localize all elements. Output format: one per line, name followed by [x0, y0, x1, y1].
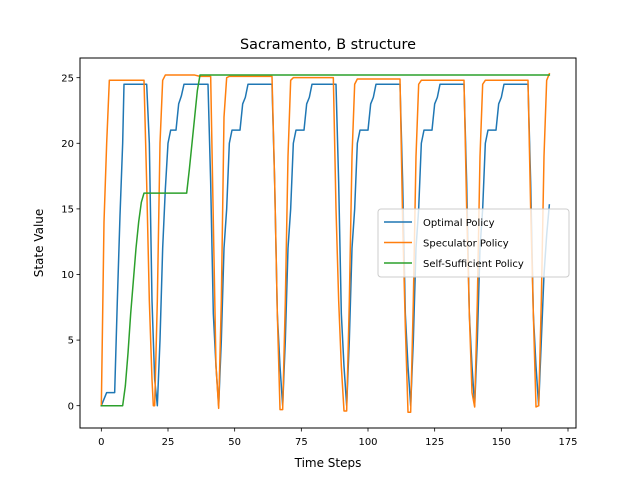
y-tick-label: 5 [68, 336, 74, 347]
legend-frame [377, 208, 570, 278]
legend: Optimal Policy Speculator Policy Self-Suff… [377, 208, 570, 278]
y-tick-label: 15 [61, 204, 74, 215]
y-tick-label: 20 [61, 139, 74, 150]
legend-label-1: Speculator Policy [423, 238, 509, 249]
plot-frame [79, 57, 577, 429]
chart-title: Sacramento, B structure [240, 37, 416, 53]
x-tick-label: 100 [358, 437, 377, 448]
x-tick-label: 175 [558, 437, 577, 448]
series-line-0 [100, 83, 551, 407]
x-tick-label: 125 [425, 437, 444, 448]
legend-label-0: Optimal Policy [423, 218, 495, 229]
x-tick-label: 0 [98, 437, 104, 448]
legend-label-2: Self-Sufficient Policy [423, 259, 524, 270]
x-tick-label: 75 [295, 437, 308, 448]
y-ticks: 0 5 10 15 20 25 [61, 73, 80, 412]
x-tick-label: 25 [162, 437, 175, 448]
y-axis-label: State Value [32, 209, 46, 278]
x-axis-label: Time Steps [294, 456, 362, 470]
y-tick-label: 25 [61, 73, 74, 84]
x-tick-label: 150 [492, 437, 511, 448]
x-tick-label: 50 [228, 437, 241, 448]
y-tick-label: 0 [68, 401, 74, 412]
y-tick-label: 10 [61, 270, 74, 281]
x-ticks: 0 25 50 75 100 125 150 175 [98, 428, 578, 448]
legend-entries: Optimal Policy Speculator Policy Self-Suff… [384, 218, 524, 270]
series-line-2 [100, 74, 551, 407]
